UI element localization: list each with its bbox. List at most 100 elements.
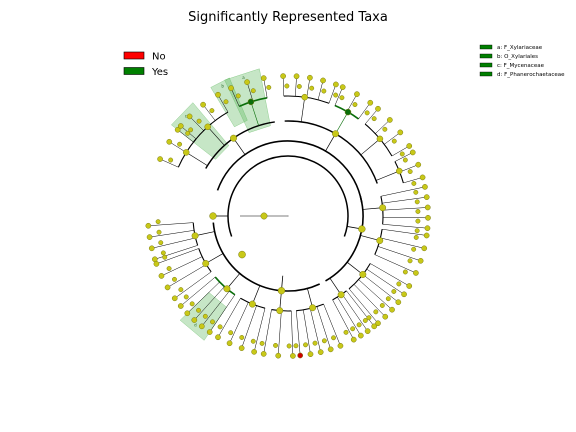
tree-node <box>284 83 290 89</box>
tree-node <box>399 151 405 157</box>
tree-node <box>168 157 174 163</box>
tree-edge <box>335 111 349 134</box>
tree-edge <box>277 310 282 356</box>
tree-node <box>359 271 367 278</box>
highlight-label: c <box>185 113 187 118</box>
tree-edge <box>316 306 331 350</box>
tree-node <box>309 85 315 91</box>
tree-arc <box>212 222 321 292</box>
tree-arc <box>216 140 363 204</box>
tree-edge <box>263 78 268 98</box>
tree-node <box>228 85 234 91</box>
tree-node <box>251 348 257 355</box>
tree-node <box>290 353 296 359</box>
tree-node <box>250 338 256 344</box>
tree-node <box>293 343 299 349</box>
tree-node <box>415 209 421 214</box>
tree-node <box>200 101 206 108</box>
tree-node <box>376 237 384 245</box>
highlight-label: b <box>221 84 224 89</box>
tree-node <box>357 332 364 339</box>
highlight-label: a <box>242 75 245 80</box>
tree-edge <box>202 104 216 121</box>
tree-node <box>409 149 416 156</box>
tree-node <box>350 326 356 332</box>
tree-node <box>333 81 339 88</box>
tree-node <box>362 318 368 323</box>
tree-node <box>174 126 181 133</box>
tree-node <box>331 335 336 341</box>
tree-node <box>327 346 334 353</box>
tree-edge <box>296 310 301 356</box>
tree-node <box>321 338 327 344</box>
tree-edge <box>241 305 257 349</box>
tree-node <box>382 313 389 320</box>
tree-node <box>158 240 164 246</box>
taxa-label-d: d: F_Phanerochaetaceae <box>497 72 565 78</box>
tree-node <box>164 284 171 291</box>
tree-node <box>382 126 388 132</box>
tree-node <box>228 330 234 336</box>
tree-edge <box>154 245 198 260</box>
tree-edge <box>177 129 194 143</box>
tree-node <box>202 313 208 319</box>
tree-node <box>259 340 265 346</box>
tree-node <box>397 129 404 136</box>
tree-edge <box>384 132 401 145</box>
tree-edge <box>382 224 428 229</box>
legend-label-yes: Yes <box>151 67 168 78</box>
tree-edge <box>246 82 254 102</box>
tree-node <box>145 222 152 229</box>
tree-edge <box>358 102 371 120</box>
tree-node <box>301 93 308 101</box>
tree-edge <box>148 222 194 227</box>
tree-node <box>424 225 431 232</box>
tree-node <box>178 287 184 293</box>
tree-node <box>166 266 172 271</box>
tree-edge <box>186 152 208 166</box>
tree-node <box>356 322 362 328</box>
tree-node <box>375 105 381 112</box>
tree-edge <box>291 310 294 356</box>
tree-edge <box>366 268 405 295</box>
tree-node <box>202 260 210 267</box>
tree-edge <box>300 97 305 122</box>
tree-edge <box>362 274 399 303</box>
tree-edge <box>156 248 199 265</box>
taxa-swatch-b <box>479 53 493 59</box>
tree-node <box>371 323 378 330</box>
tree-node <box>413 235 419 240</box>
tree-edge <box>303 309 311 355</box>
tree-node <box>239 335 245 340</box>
tree-edge <box>306 77 311 98</box>
tree-edge <box>382 207 428 211</box>
tree-node <box>196 118 202 124</box>
tree-node <box>206 329 213 335</box>
tree-node <box>391 289 397 294</box>
tree-node <box>307 351 314 358</box>
tree-node <box>293 73 300 80</box>
tree-node <box>358 225 366 233</box>
tree-node <box>407 258 413 264</box>
tree-node <box>320 77 326 84</box>
tree-node <box>238 250 246 259</box>
tree-node <box>277 287 286 295</box>
tree-edge <box>323 303 341 346</box>
tree-edge <box>380 186 425 197</box>
tree-node <box>379 204 387 212</box>
tree-node <box>303 342 308 348</box>
tree-node <box>162 254 168 260</box>
tree-edge <box>169 141 187 153</box>
tree-node <box>244 79 250 85</box>
tree-edge <box>358 279 393 310</box>
tree-node <box>417 257 424 264</box>
tree-node <box>157 156 163 162</box>
tree-node <box>209 212 217 220</box>
tree-node <box>235 93 241 99</box>
tree-node <box>215 91 221 98</box>
tree-edge <box>209 294 236 333</box>
tree-node <box>344 108 352 116</box>
tree-edge <box>375 119 391 134</box>
tree-node <box>260 212 268 220</box>
